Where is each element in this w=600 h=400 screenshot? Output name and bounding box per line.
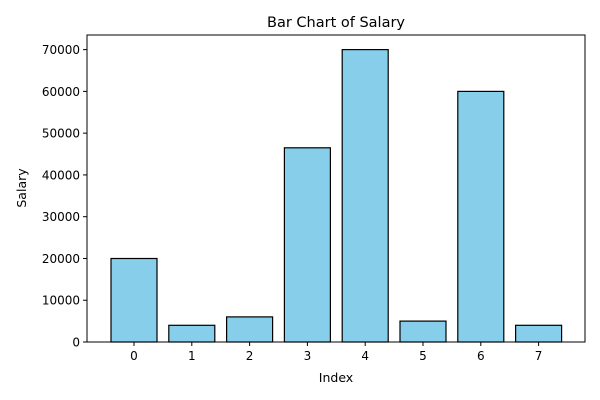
y-tick-label: 10000 (42, 294, 80, 308)
y-axis-label: Salary (14, 168, 29, 208)
x-tick-label: 2 (246, 349, 254, 363)
x-tick-label: 3 (304, 349, 312, 363)
y-tick-label: 30000 (42, 210, 80, 224)
bar-4 (341, 48, 389, 343)
x-tick-label: 4 (361, 349, 369, 363)
bar-7 (514, 324, 563, 343)
x-axis: 0 1 2 3 4 5 6 7 (130, 342, 542, 363)
bars-layer (110, 48, 563, 343)
x-tick-label: 6 (477, 349, 485, 363)
x-axis-label: Index (319, 370, 353, 385)
bar-1 (168, 324, 216, 343)
y-tick-label: 50000 (42, 127, 80, 141)
y-tick-label: 0 (72, 336, 80, 350)
bar-3 (283, 147, 331, 343)
y-tick-label: 40000 (42, 168, 80, 182)
bar-0 (110, 257, 158, 343)
x-tick-label: 5 (419, 349, 427, 363)
bar-6 (457, 90, 505, 343)
y-tick-label: 60000 (42, 85, 80, 99)
y-tick-label: 20000 (42, 252, 80, 266)
x-tick-label: 0 (130, 349, 138, 363)
bar-2 (226, 316, 274, 343)
bar-5 (399, 320, 447, 343)
x-tick-label: 1 (188, 349, 196, 363)
plot-area-frame (86, 34, 586, 343)
y-axis: 0 10000 20000 30000 40000 50000 60000 70000 (42, 43, 87, 350)
x-tick-label: 7 (535, 349, 543, 363)
y-tick-label: 70000 (42, 43, 80, 57)
chart-title: Bar Chart of Salary (267, 15, 405, 31)
